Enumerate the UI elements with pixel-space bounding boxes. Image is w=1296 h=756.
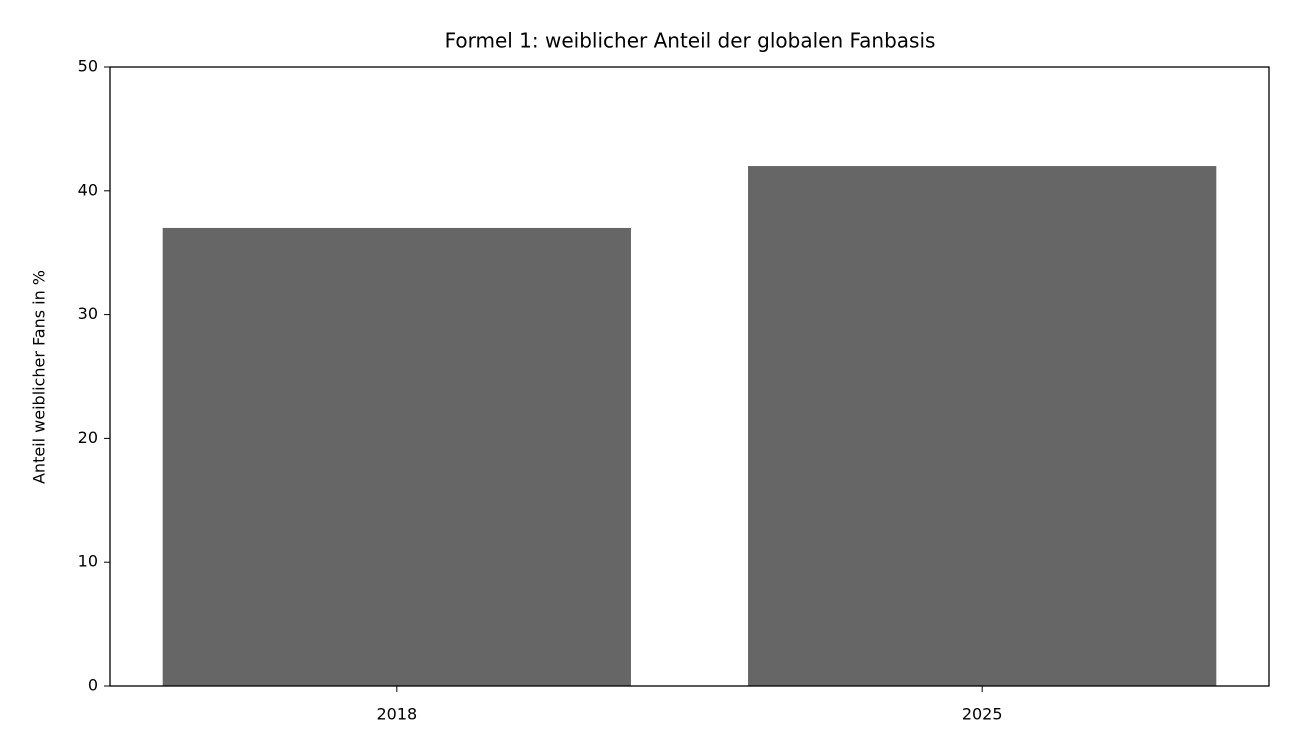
plot-frame [109, 66, 1270, 687]
y-axis-label: Anteil weiblicher Fans in % [30, 270, 49, 484]
y-tick-label: 50 [78, 57, 98, 76]
y-tick-label: 0 [88, 676, 98, 695]
bar [748, 166, 1217, 687]
y-tick-label: 30 [78, 304, 98, 323]
y-tick-label: 40 [78, 180, 98, 199]
bar [162, 227, 631, 686]
y-tick-label: 10 [78, 552, 98, 571]
x-tick-label: 2018 [376, 705, 417, 724]
x-tick-label: 2025 [962, 705, 1003, 724]
y-tick-label: 20 [78, 428, 98, 447]
chart-title: Formel 1: weiblicher Anteil der globalen… [445, 29, 936, 53]
